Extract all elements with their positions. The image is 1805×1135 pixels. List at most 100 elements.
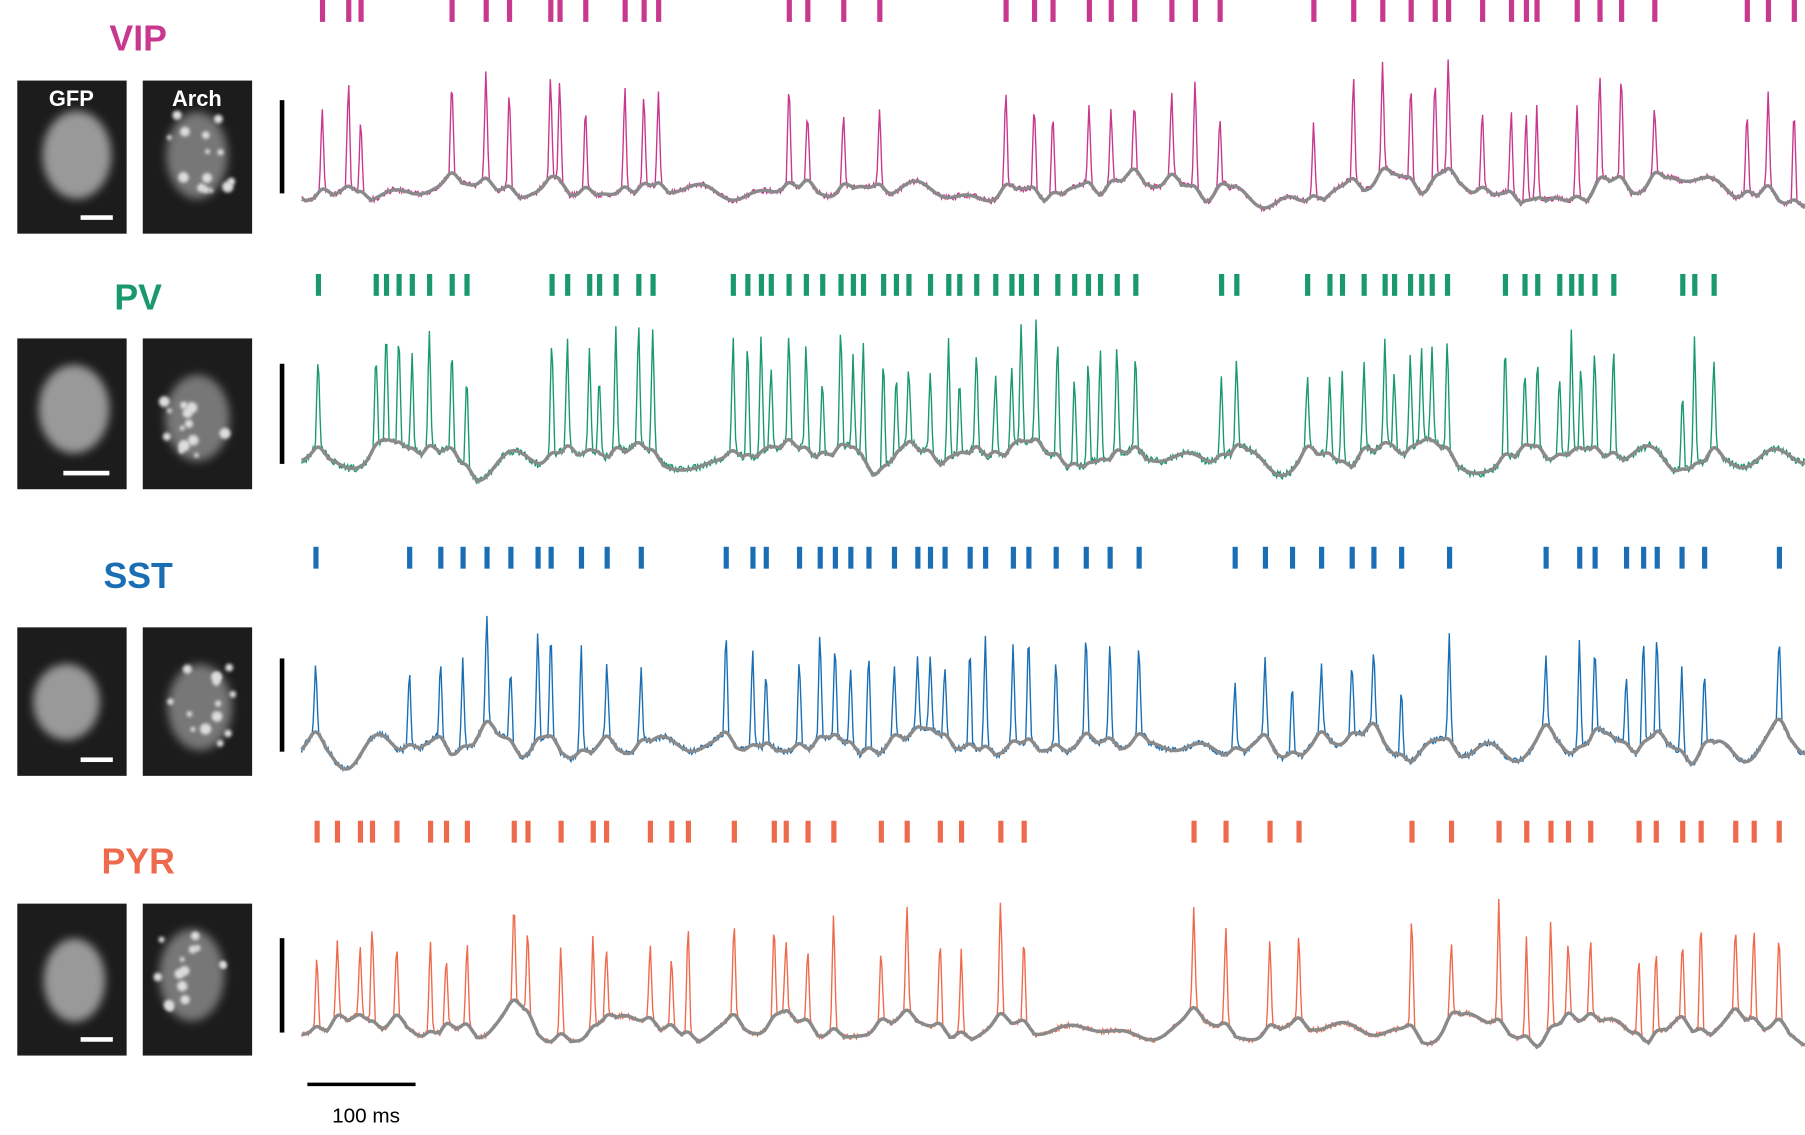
spike-raster-tick [597, 273, 603, 296]
spike-raster-tick [1114, 273, 1120, 296]
spike-raster-tick [587, 273, 593, 296]
spike-raster-tick [1535, 273, 1541, 296]
spike-raster-tick [786, 0, 792, 22]
spike-raster-tick [1641, 546, 1647, 569]
time-scale-bar: 100 ms [307, 1082, 416, 1127]
spike-raster-tick [1169, 0, 1175, 22]
spike-raster-tick [1380, 0, 1386, 22]
spike-raster-tick [1086, 0, 1092, 22]
spike-raster-tick [730, 273, 736, 296]
spike-raster-tick [1654, 546, 1660, 569]
micron-scale-bar [80, 1037, 113, 1042]
spike-raster-tick [358, 0, 364, 22]
spike-raster-tick [1191, 820, 1197, 843]
spike-raster-tick [346, 0, 352, 22]
filtered-trace [301, 166, 1805, 210]
spike-raster-tick [1522, 273, 1528, 296]
spike-raster-tick [427, 273, 433, 296]
spike-raster-tick [1711, 273, 1717, 296]
voltage-scale-bar [279, 938, 285, 1033]
spike-raster-tick [1009, 273, 1015, 296]
spike-raster-tick [1577, 546, 1583, 569]
spike-raster-tick [983, 546, 989, 569]
spike-raster-tick [1026, 546, 1032, 569]
spike-raster-tick [998, 820, 1004, 843]
spike-raster-tick [650, 273, 656, 296]
spike-raster-tick [1050, 0, 1056, 22]
arch-puncta [178, 172, 189, 183]
spike-raster-tick [1592, 273, 1598, 296]
spike-raster-tick [891, 546, 898, 569]
arch-puncta [182, 664, 192, 674]
micron-scale-bar [80, 215, 113, 220]
spike-raster-tick [783, 820, 789, 843]
voltage-trace [300, 319, 1805, 485]
cell-soma [43, 938, 106, 1022]
spike-raster-tick [1548, 820, 1554, 843]
spike-raster-tick [1021, 820, 1027, 843]
cell-panel: VIP GFP Arch [17, 0, 1805, 234]
spike-raster-tick [1234, 273, 1240, 296]
filtered-trace [301, 998, 1805, 1050]
spike-raster-tick [946, 273, 952, 296]
arch-puncta [194, 452, 199, 458]
spike-raster-tick [1399, 546, 1405, 569]
spike-raster-tick [383, 273, 390, 296]
arch-puncta [187, 434, 199, 446]
spike-raster-tick [1680, 820, 1686, 843]
spike-raster-tick [1597, 0, 1603, 22]
spike-raster-tick [613, 273, 619, 296]
spike-raster-tick [636, 273, 642, 296]
spike-raster-tick [548, 0, 554, 22]
cell-type-label: PV [114, 278, 162, 318]
voltage-trace [300, 898, 1805, 1049]
arch-puncta [214, 700, 222, 707]
arch-puncta [167, 1004, 174, 1012]
spike-raster-tick [937, 820, 943, 843]
spike-raster-tick [647, 820, 654, 843]
spike-raster-tick [1108, 0, 1114, 22]
arch-puncta [178, 447, 185, 454]
spike-raster-tick [904, 820, 910, 843]
spike-raster-tick [464, 273, 470, 296]
spike-raster-tick [604, 546, 610, 569]
spike-raster-tick [565, 273, 571, 296]
arch-puncta [176, 980, 188, 992]
cell-panel: PV [17, 273, 1805, 490]
spike-raster-tick [1588, 820, 1594, 843]
spike-raster-tick [1524, 820, 1530, 843]
spike-raster-tick [1327, 273, 1333, 296]
spike-raster-tick [893, 273, 900, 296]
spike-raster-tick [1569, 273, 1575, 296]
spike-raster-tick [549, 273, 555, 296]
spike-raster-tick [1219, 273, 1225, 296]
spike-raster-tick [927, 273, 934, 296]
cell-soma [38, 364, 110, 454]
arch-puncta [190, 726, 196, 732]
spike-raster-tick [805, 820, 811, 843]
arch-puncta [179, 425, 185, 431]
spike-raster-tick [669, 820, 675, 843]
spike-raster-tick [927, 546, 934, 569]
spike-raster-tick [958, 820, 965, 843]
arch-puncta [162, 432, 171, 441]
spike-raster-tick [1578, 273, 1584, 296]
spike-raster-tick [1072, 273, 1078, 296]
arch-puncta [211, 711, 223, 722]
spike-raster-tick [1010, 546, 1016, 569]
spike-raster-tick [1133, 273, 1139, 296]
spike-raster-tick [1680, 273, 1686, 296]
spike-raster-tick [590, 820, 596, 843]
spike-raster-tick [1408, 0, 1414, 22]
spike-raster-tick [1311, 0, 1317, 22]
spike-raster-tick [449, 273, 455, 296]
image-label: Arch [172, 86, 222, 111]
spike-raster-tick [1262, 546, 1269, 569]
spike-raster-tick [1267, 820, 1273, 843]
spike-raster-tick [508, 546, 514, 569]
spike-raster-tick [967, 546, 973, 569]
spike-raster-tick [1574, 0, 1580, 22]
spike-raster-tick [1319, 546, 1325, 569]
arch-puncta [208, 188, 214, 194]
